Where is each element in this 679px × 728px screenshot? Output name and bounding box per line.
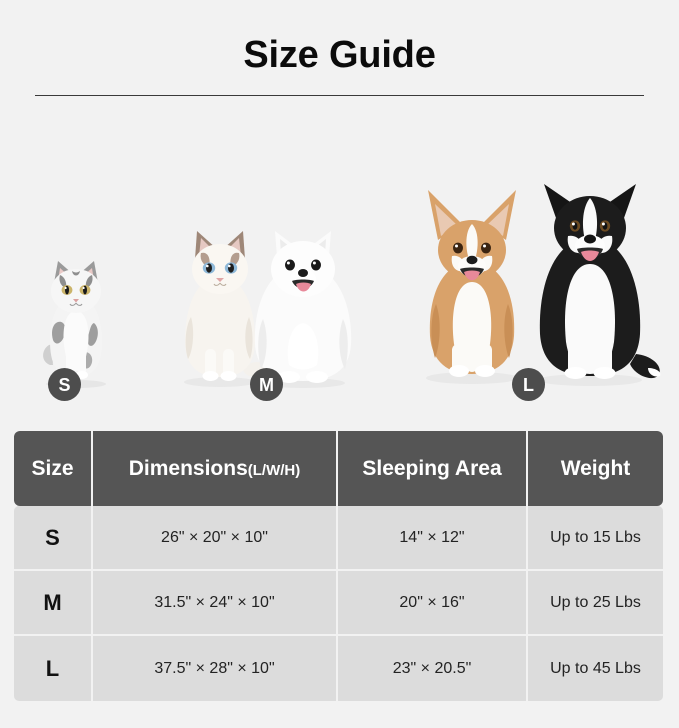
- ragdoll-cat-icon: [184, 231, 267, 387]
- pet-group-l: [404, 178, 672, 388]
- page-title: Size Guide: [243, 34, 436, 76]
- cell-sleeping-area: 23" × 20.5": [338, 636, 528, 701]
- table-row: L 37.5" × 28" × 10" 23" × 20.5" Up to 45…: [14, 636, 663, 701]
- cell-size: L: [14, 636, 93, 701]
- cell-weight: Up to 15 Lbs: [528, 506, 663, 571]
- corgi-dog-icon: [426, 190, 518, 384]
- column-header-size: Size: [14, 431, 93, 506]
- cell-sleeping-area: 20" × 16": [338, 571, 528, 636]
- pomeranian-dog-icon: [254, 231, 352, 388]
- tabby-cat-icon: [43, 261, 106, 388]
- pet-group-s: [36, 253, 116, 388]
- table-header-row: Size Dimensions(L/W/H) Sleeping Area Wei…: [14, 431, 663, 506]
- cell-dimensions: 37.5" × 28" × 10": [93, 636, 338, 701]
- column-header-dimensions: Dimensions(L/W/H): [93, 431, 338, 506]
- column-header-sleeping-area-label: Sleeping Area: [362, 456, 502, 480]
- cell-dimensions: 26" × 20" × 10": [93, 506, 338, 571]
- cell-weight: Up to 45 Lbs: [528, 636, 663, 701]
- column-header-weight-label: Weight: [560, 456, 631, 480]
- size-badge-m: M: [250, 368, 283, 401]
- column-header-size-label: Size: [31, 456, 74, 480]
- border-collie-dog-icon: [538, 184, 661, 386]
- size-badge-s: S: [48, 368, 81, 401]
- title-divider: [35, 95, 644, 96]
- table-row: S 26" × 20" × 10" 14" × 12" Up to 15 Lbs: [14, 506, 663, 571]
- size-table: Size Dimensions(L/W/H) Sleeping Area Wei…: [14, 431, 663, 701]
- column-header-weight: Weight: [528, 431, 663, 506]
- cell-weight: Up to 25 Lbs: [528, 571, 663, 636]
- column-header-dimensions-label: Dimensions: [128, 456, 248, 480]
- pet-illustration-stage: [0, 120, 679, 410]
- cell-size: M: [14, 571, 93, 636]
- pet-group-m: [175, 213, 355, 388]
- column-header-sleeping-area: Sleeping Area: [338, 431, 528, 506]
- cell-sleeping-area: 14" × 12": [338, 506, 528, 571]
- cell-dimensions: 31.5" × 24" × 10": [93, 571, 338, 636]
- cell-size: S: [14, 506, 93, 571]
- size-badge-l: L: [512, 368, 545, 401]
- table-row: M 31.5" × 24" × 10" 20" × 16" Up to 25 L…: [14, 571, 663, 636]
- column-header-dimensions-sublabel: (L/W/H): [247, 461, 301, 479]
